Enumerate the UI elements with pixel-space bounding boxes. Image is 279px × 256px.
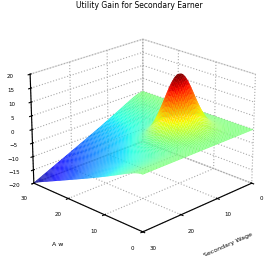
Title: Utility Gain for Secondary Earner: Utility Gain for Secondary Earner (76, 1, 203, 10)
X-axis label: Secondary Wage: Secondary Wage (203, 232, 253, 256)
Y-axis label: A w: A w (52, 242, 64, 247)
